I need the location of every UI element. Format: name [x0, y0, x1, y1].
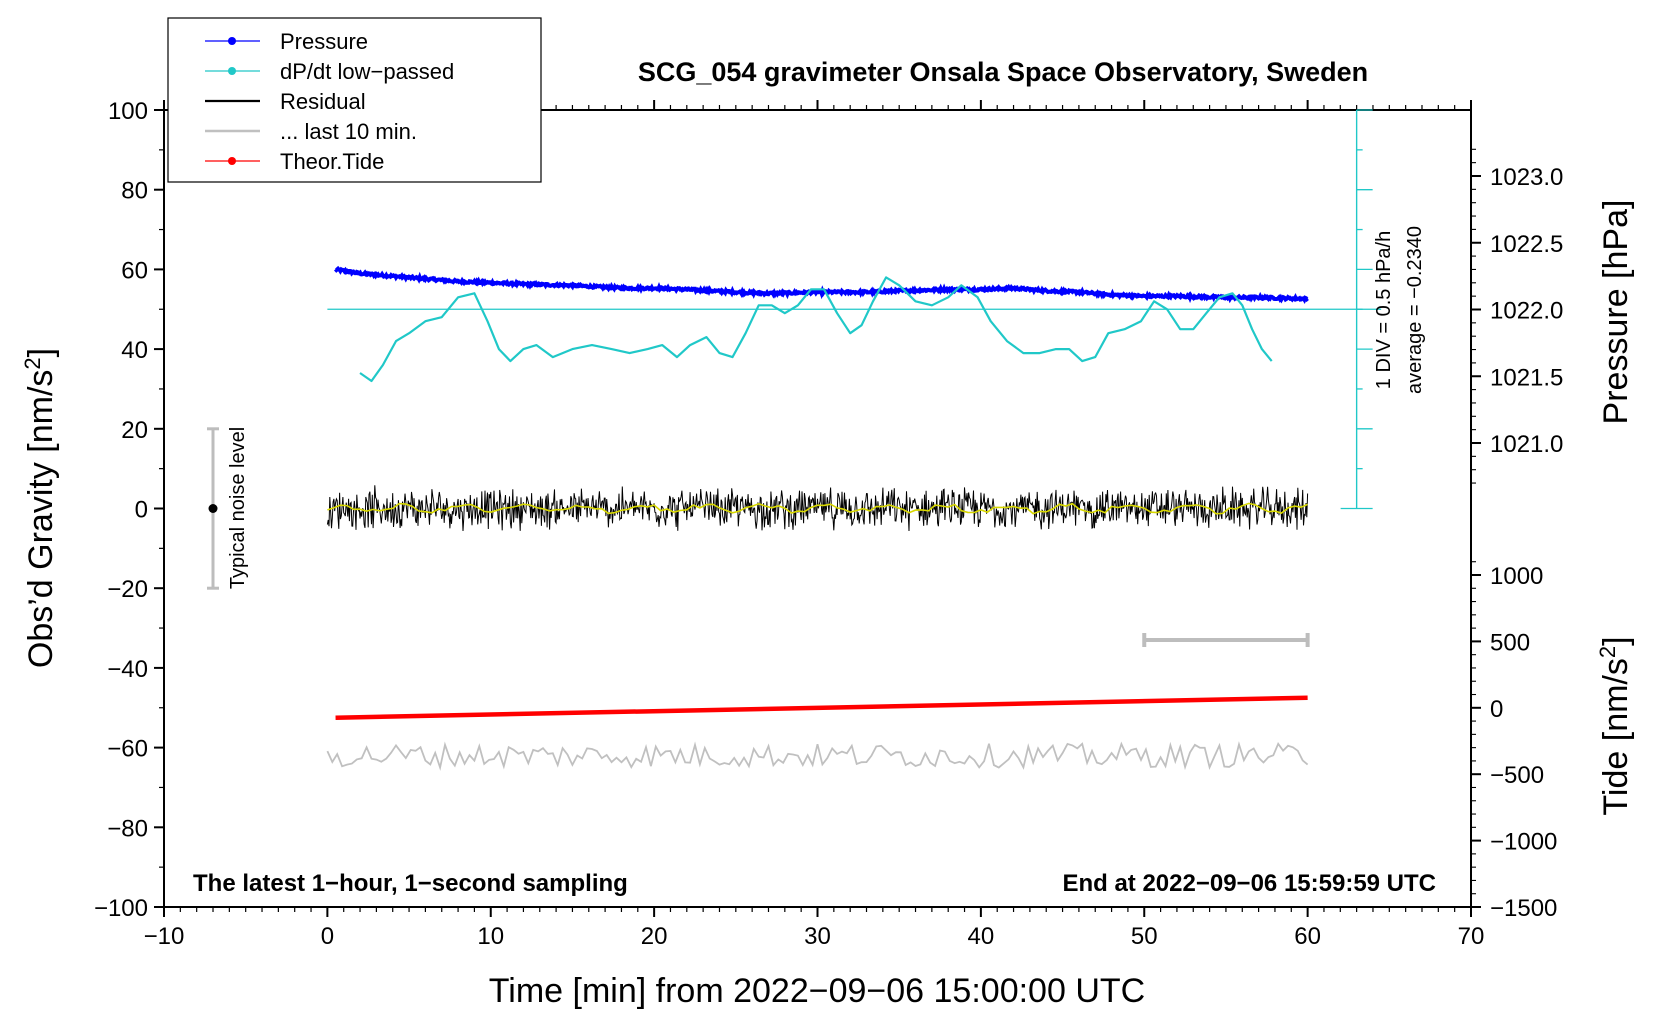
legend-label: Residual	[280, 89, 366, 114]
tide-tick-label: 500	[1490, 629, 1530, 656]
legend-marker	[228, 67, 236, 75]
residual-smoothed-series	[327, 502, 1308, 515]
tide-axis-ticks: 1000 500 0 −500 −1000 −1500	[1471, 561, 1557, 922]
pressure-tick-label: 1022.0	[1490, 298, 1563, 325]
legend-items: Pressure dP/dt low−passed Residual ... last…	[205, 29, 454, 174]
last-10-min-bar	[1142, 633, 1310, 648]
series-layer	[326, 265, 1382, 771]
pressure-tick-label: 1023.0	[1490, 164, 1563, 191]
y-tick-label: 80	[121, 178, 148, 205]
x-tick-label: 60	[1294, 923, 1321, 950]
chart-title: SCG_054 gravimeter Onsala Space Observat…	[638, 57, 1368, 87]
y-axis-left-ticks: 100 80 60 40 20 0 −20 −40 −60 −80 −100	[94, 98, 164, 922]
legend-label: Theor.Tide	[280, 149, 384, 174]
x-tick-label: −10	[144, 923, 185, 950]
x-tick-label: 50	[1131, 923, 1158, 950]
dpdt-series	[359, 276, 1273, 383]
legend-marker	[228, 37, 236, 45]
tide-title-sup: 2	[1595, 646, 1620, 658]
x-tick-label: 10	[477, 923, 504, 950]
y-left-title-main: Obs’d Gravity [nm/s	[22, 370, 60, 669]
y-axis-left-title: Obs’d Gravity [nm/s2]	[20, 348, 60, 668]
x-axis-ticks: −10 0 10 20 30 40 50 60 70	[144, 907, 1485, 950]
pressure-tick-label: 1021.0	[1490, 431, 1563, 458]
pressure-series	[334, 265, 1309, 304]
y-tick-label: −60	[107, 736, 148, 763]
legend-label: Pressure	[280, 29, 368, 54]
y-tick-label: −80	[107, 815, 148, 842]
x-tick-label: 0	[321, 923, 334, 950]
average-label: average = −0.2340	[1404, 226, 1426, 394]
tide-series	[335, 695, 1308, 720]
residual-series	[326, 485, 1309, 532]
y-tick-label: −40	[107, 656, 148, 683]
y-tick-label: 20	[121, 417, 148, 444]
dpdt-div-scale	[1340, 109, 1373, 510]
legend-label: dP/dt low−passed	[280, 59, 454, 84]
legend-marker	[228, 157, 236, 165]
pressure-tick-label: 1021.5	[1490, 364, 1563, 391]
y-tick-label: 60	[121, 257, 148, 284]
y-tick-label: 40	[121, 337, 148, 364]
pressure-tick-label: 1022.5	[1490, 231, 1563, 258]
last10-series	[326, 741, 1309, 771]
tide-tick-label: 0	[1490, 696, 1503, 723]
y-tick-label: 100	[108, 98, 148, 125]
y-left-title-sup: 2	[20, 357, 45, 369]
x-tick-label: 30	[804, 923, 831, 950]
y-axis-tide-title: Tide [nm/s2]	[1595, 636, 1635, 815]
y-axis-pressure-title: Pressure [hPa]	[1597, 200, 1635, 425]
tide-tick-label: −1500	[1490, 895, 1557, 922]
y-tick-label: 0	[135, 497, 148, 524]
div-label: 1 DIV = 0.5 hPa/h	[1373, 231, 1395, 389]
legend: Pressure dP/dt low−passed Residual ... last…	[167, 17, 542, 183]
noise-dot	[208, 504, 218, 513]
tide-tick-label: −1000	[1490, 829, 1557, 856]
tide-tick-label: −500	[1490, 762, 1544, 789]
tide-title-end: ]	[1597, 636, 1635, 645]
x-tick-label: 20	[641, 923, 668, 950]
x-tick-label: 40	[968, 923, 995, 950]
x-tick-label: 70	[1458, 923, 1485, 950]
x-axis-title: Time [min] from 2022−09−06 15:00:00 UTC	[489, 972, 1145, 1010]
legend-label: ... last 10 min.	[280, 119, 417, 144]
y-tick-label: −100	[94, 895, 148, 922]
note-bottom-left: The latest 1−hour, 1−second sampling	[193, 870, 628, 897]
noise-label: Typical noise level	[227, 427, 249, 589]
y-left-title-end: ]	[22, 348, 60, 357]
y-tick-label: −20	[107, 576, 148, 603]
tide-tick-label: 1000	[1490, 563, 1543, 590]
noise-level-marker	[207, 427, 220, 590]
pressure-axis-ticks: 1023.0 1022.5 1022.0 1021.5 1021.0	[1471, 148, 1563, 484]
note-bottom-right: End at 2022−09−06 15:59:59 UTC	[1062, 870, 1436, 897]
tide-title-main: Tide [nm/s	[1597, 658, 1635, 815]
